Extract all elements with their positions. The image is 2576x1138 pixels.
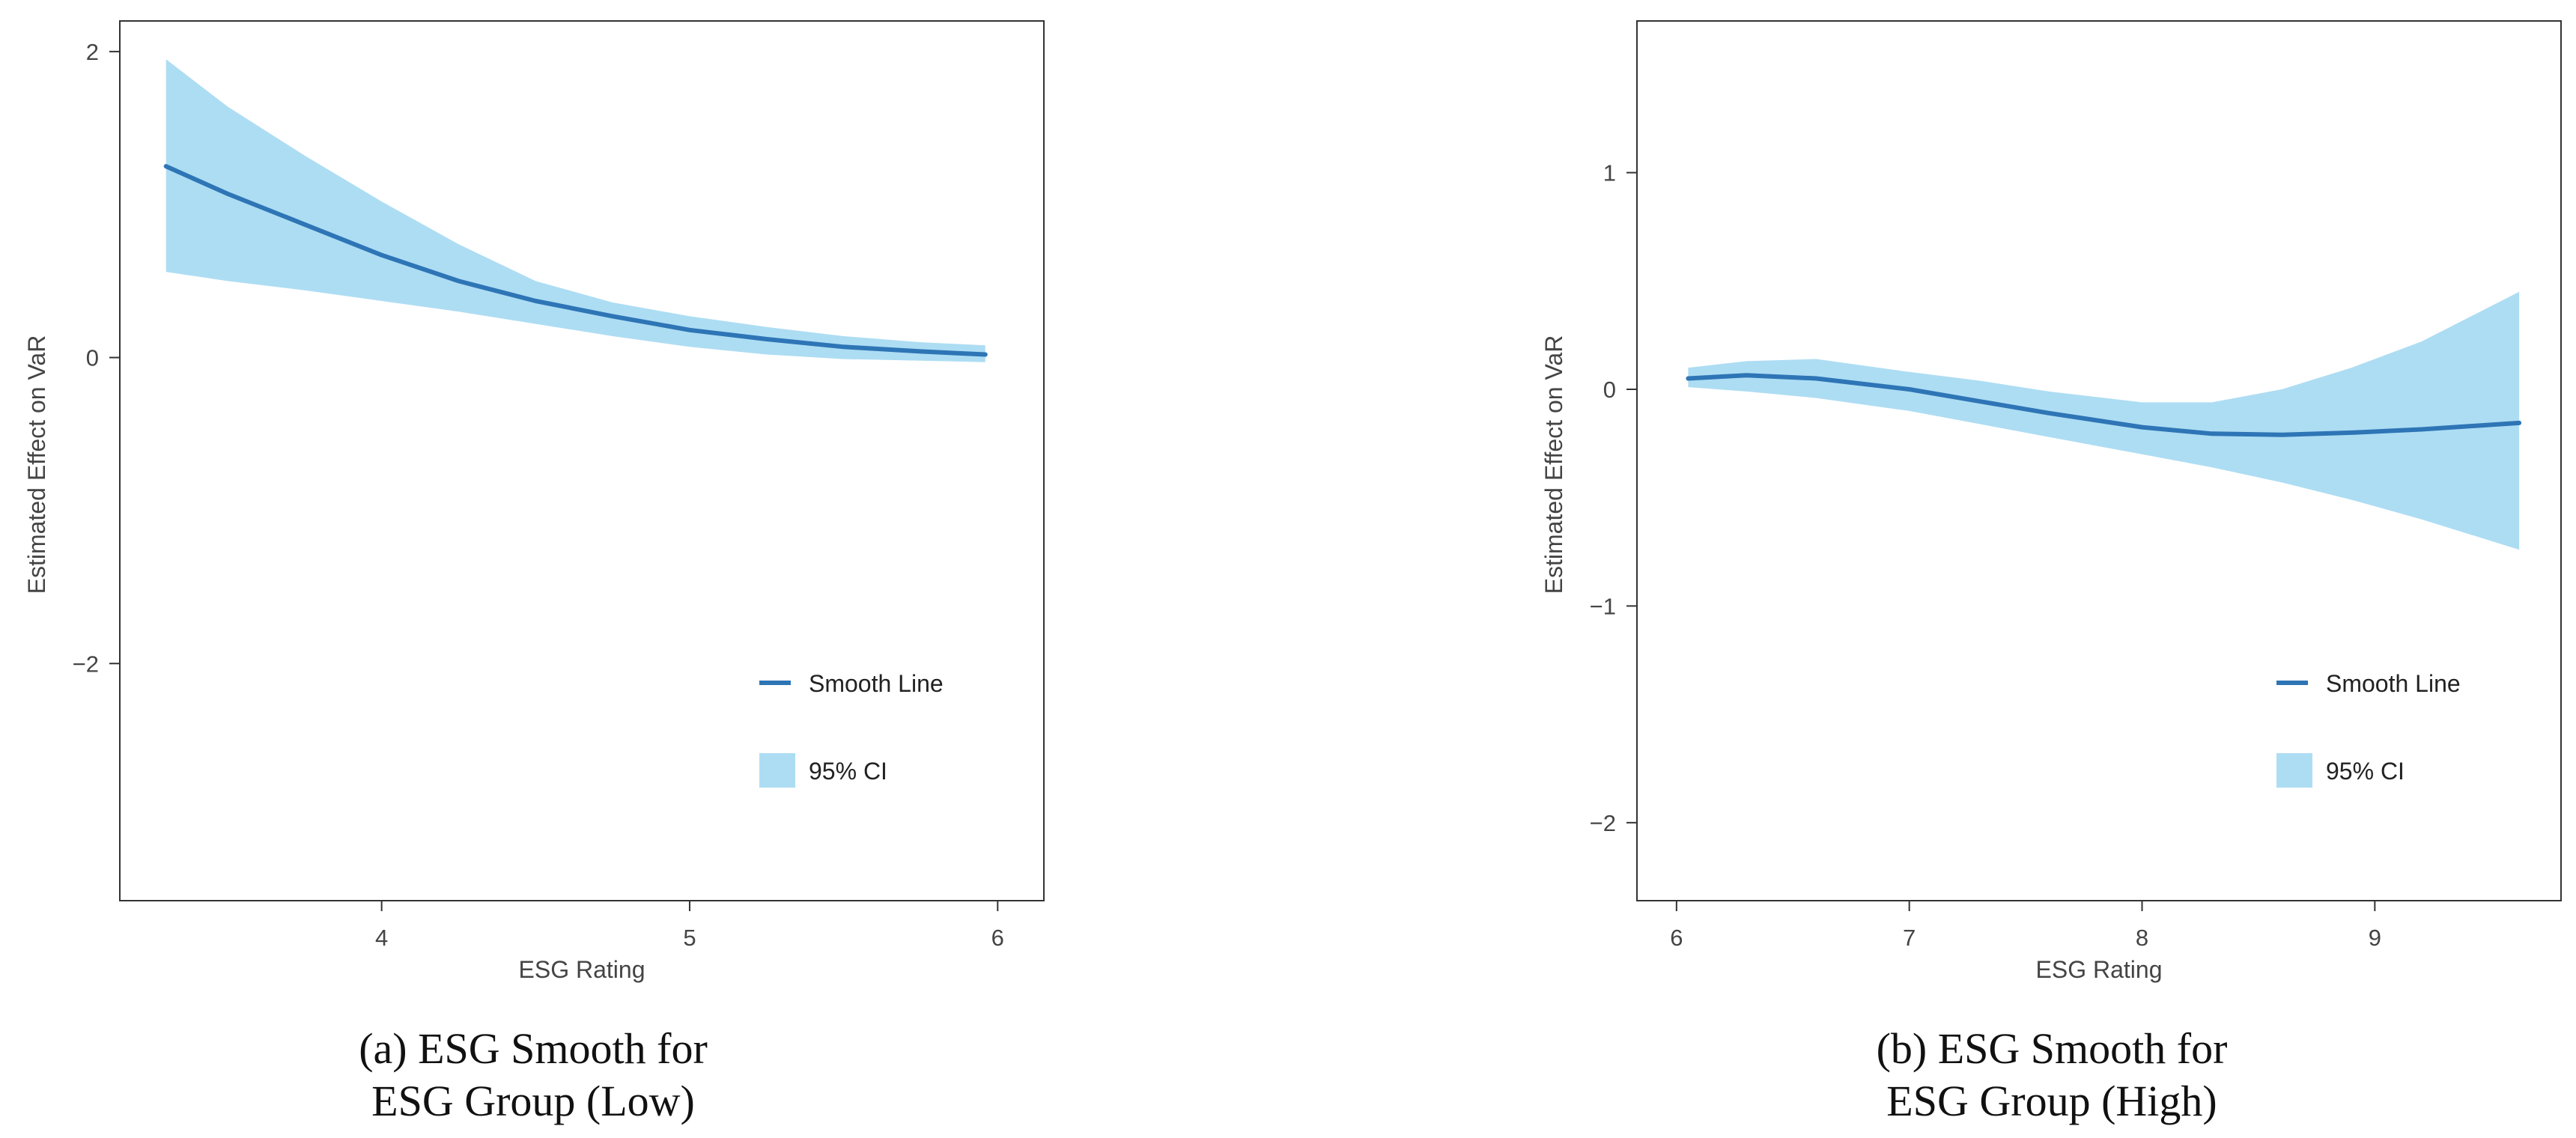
smooth-line bbox=[163, 164, 988, 357]
x-tick-label: 8 bbox=[2136, 925, 2148, 951]
legend-band-swatch bbox=[2276, 753, 2312, 788]
x-tick-label: 7 bbox=[1903, 925, 1916, 951]
x-tick-label: 6 bbox=[991, 925, 1004, 951]
x-axis-label: ESG Rating bbox=[519, 956, 645, 983]
y-tick-label: 0 bbox=[1603, 377, 1616, 403]
y-tick-label: 2 bbox=[86, 39, 99, 65]
y-axis-label: Estimated Effect on VaR bbox=[1540, 335, 1567, 594]
y-tick-label: −2 bbox=[73, 651, 99, 677]
y-tick-label: 1 bbox=[1603, 160, 1616, 186]
caption-line-1: (a) ESG Smooth for bbox=[359, 1024, 708, 1073]
x-tick-label: 4 bbox=[375, 925, 388, 951]
y-tick-label: 0 bbox=[86, 345, 99, 371]
smooth-line bbox=[1686, 373, 2522, 437]
y-tick-label: −1 bbox=[1590, 593, 1616, 619]
y-axis-label: Estimated Effect on VaR bbox=[23, 335, 50, 594]
legend-line-label: Smooth Line bbox=[809, 670, 944, 697]
ci-band bbox=[165, 59, 985, 362]
legend-band-swatch bbox=[759, 753, 795, 788]
plot-frame bbox=[119, 20, 1045, 901]
x-axis-label: ESG Rating bbox=[2036, 956, 2163, 983]
legend-band-label: 95% CI bbox=[809, 758, 887, 785]
caption-line-2: ESG Group (Low) bbox=[371, 1077, 695, 1125]
plot-frame bbox=[1636, 20, 2562, 901]
caption-line-1: (b) ESG Smooth for bbox=[1877, 1024, 2228, 1073]
y-tick-label: −2 bbox=[1590, 810, 1616, 836]
x-tick-label: 5 bbox=[683, 925, 696, 951]
legend-line-label: Smooth Line bbox=[2326, 670, 2461, 697]
caption-line-2: ESG Group (High) bbox=[1886, 1077, 2217, 1125]
x-tick-label: 6 bbox=[1670, 925, 1683, 951]
x-tick-label: 9 bbox=[2369, 925, 2381, 951]
panel-a: 4 5 6 2 0 −2 ESG Rating Estimated Effect on VaR… bbox=[23, 20, 1045, 1125]
legend-band-label: 95% CI bbox=[2326, 758, 2405, 785]
